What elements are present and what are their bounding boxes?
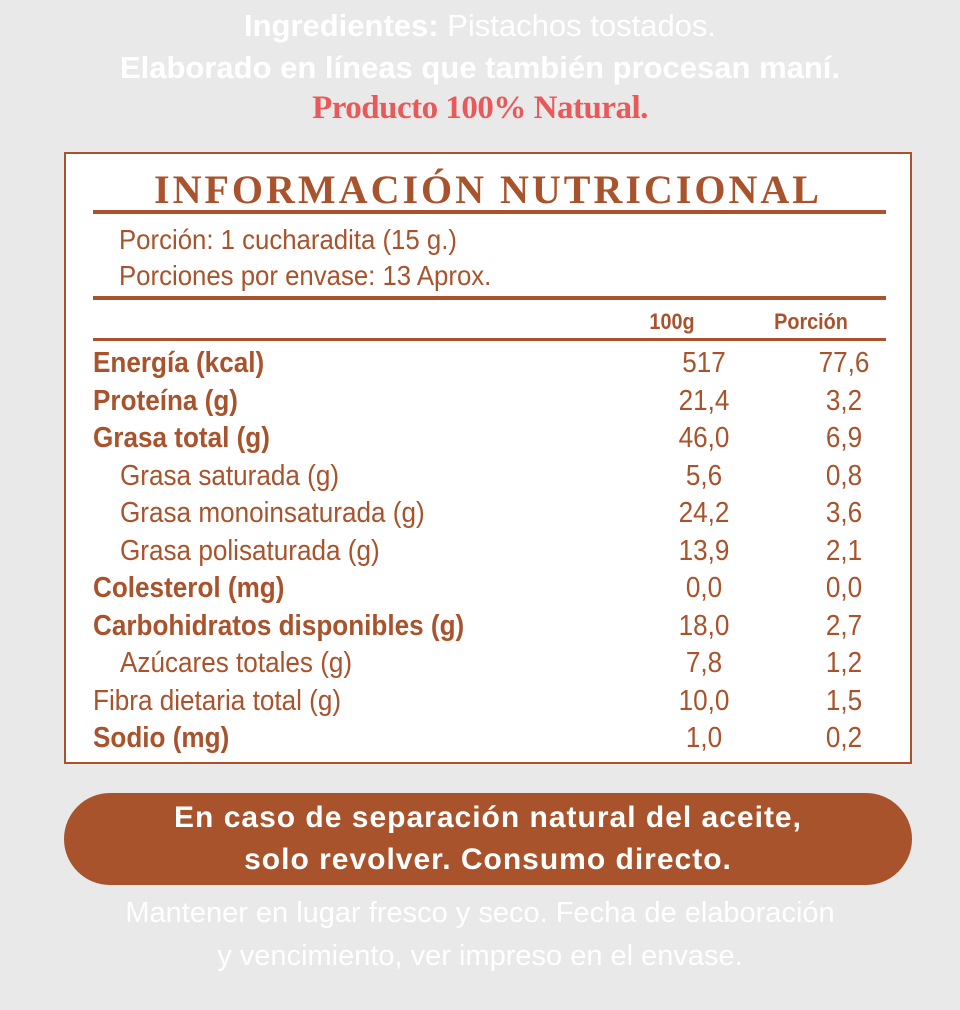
nutrient-name: Colesterol (mg) (93, 572, 285, 604)
value-per-100g: 5,6 (685, 459, 723, 492)
value-per-portion: 0,8 (825, 459, 863, 492)
nutrient-name: Proteína (g) (93, 384, 239, 417)
nutrient-row: Energía (kcal) 517 77,6 (93, 345, 886, 383)
servings-per-container: Porciones por envase: 13 Aprox. (119, 260, 492, 291)
ingredients-label: Ingredientes: (243, 8, 439, 43)
nutrient-name: Carbohidratos disponibles (g) (93, 609, 465, 642)
column-header-portion: Porción (774, 309, 848, 334)
nutrient-row: Colesterol (mg) 0,0 0,0 (93, 570, 886, 608)
value-per-100g: 24,2 (678, 497, 730, 529)
nutrient-name: Sodio (mg) (93, 722, 230, 754)
nutrition-facts-panel: INFORMACIÓN NUTRICIONAL Porción: 1 cucha… (64, 152, 912, 764)
value-per-portion: 0,2 (825, 722, 863, 754)
nutrient-name: Grasa polisaturada (g) (120, 534, 380, 567)
ingredients-line: Ingredientes: Pistachos tostados. (0, 8, 960, 44)
storage-line-1: Mantener en lugar fresco y seco. Fecha d… (125, 897, 835, 929)
value-per-100g: 13,9 (678, 534, 730, 567)
storage-line-2: y vencimiento, ver impreso en el envase. (217, 940, 743, 972)
nutrient-row: Azúcares totales (g) 7,8 1,2 (93, 645, 886, 683)
oil-separation-notice: En caso de separación natural del aceite… (64, 793, 912, 885)
nutrient-name: Fibra dietaria total (g) (93, 684, 342, 717)
nutrient-row: Carbohidratos disponibles (g) 18,0 2,7 (93, 608, 886, 646)
value-per-100g: 21,4 (678, 384, 730, 417)
value-per-100g: 7,8 (685, 647, 723, 679)
value-per-portion: 3,6 (825, 497, 863, 529)
divider (93, 210, 886, 214)
nutrient-name: Grasa monoinsaturada (g) (120, 497, 425, 529)
nutrient-row: Proteína (g) 21,4 3,2 (93, 383, 886, 421)
nutrient-row: Grasa polisaturada (g) 13,9 2,1 (93, 533, 886, 571)
value-per-100g: 517 (682, 347, 726, 379)
column-header-100g: 100g (649, 309, 695, 334)
allergen-warning: Elaborado en líneas que también procesan… (119, 50, 841, 85)
value-per-100g: 10,0 (678, 684, 730, 717)
nutrient-row: Fibra dietaria total (g) 10,0 1,5 (93, 683, 886, 721)
nutrient-name: Grasa total (g) (93, 422, 270, 454)
divider (93, 338, 886, 341)
nutrient-name: Energía (kcal) (93, 347, 265, 379)
value-per-portion: 2,1 (825, 534, 863, 567)
value-per-100g: 0,0 (685, 572, 723, 604)
value-per-portion: 2,7 (825, 609, 863, 642)
value-per-portion: 1,2 (825, 647, 863, 679)
nutrient-row: Grasa monoinsaturada (g) 24,2 3,6 (93, 495, 886, 533)
value-per-portion: 1,5 (825, 684, 863, 717)
serving-size: Porción: 1 cucharadita (15 g.) (119, 224, 457, 255)
nutrient-name: Grasa saturada (g) (120, 459, 340, 492)
nutrient-row: Grasa saturada (g) 5,6 0,8 (93, 458, 886, 496)
nutrient-row: Grasa total (g) 46,0 6,9 (93, 420, 886, 458)
value-per-portion: 6,9 (825, 422, 863, 454)
notice-line-2: solo revolver. Consumo directo. (244, 843, 732, 876)
ingredients-text: Pistachos tostados. (438, 8, 717, 43)
notice-line-1: En caso de separación natural del aceite… (174, 801, 802, 834)
value-per-portion: 0,0 (825, 572, 863, 604)
value-per-portion: 77,6 (818, 347, 870, 379)
value-per-portion: 3,2 (825, 384, 863, 417)
nutrient-row: Sodio (mg) 1,0 0,2 (93, 720, 886, 758)
divider (93, 296, 886, 300)
value-per-100g: 18,0 (678, 609, 730, 642)
value-per-100g: 1,0 (685, 722, 723, 754)
nutrient-name: Azúcares totales (g) (120, 647, 353, 679)
panel-title: INFORMACIÓN NUTRICIONAL (154, 167, 822, 212)
value-per-100g: 46,0 (678, 422, 730, 454)
natural-claim: Producto 100% Natural. (312, 90, 648, 126)
